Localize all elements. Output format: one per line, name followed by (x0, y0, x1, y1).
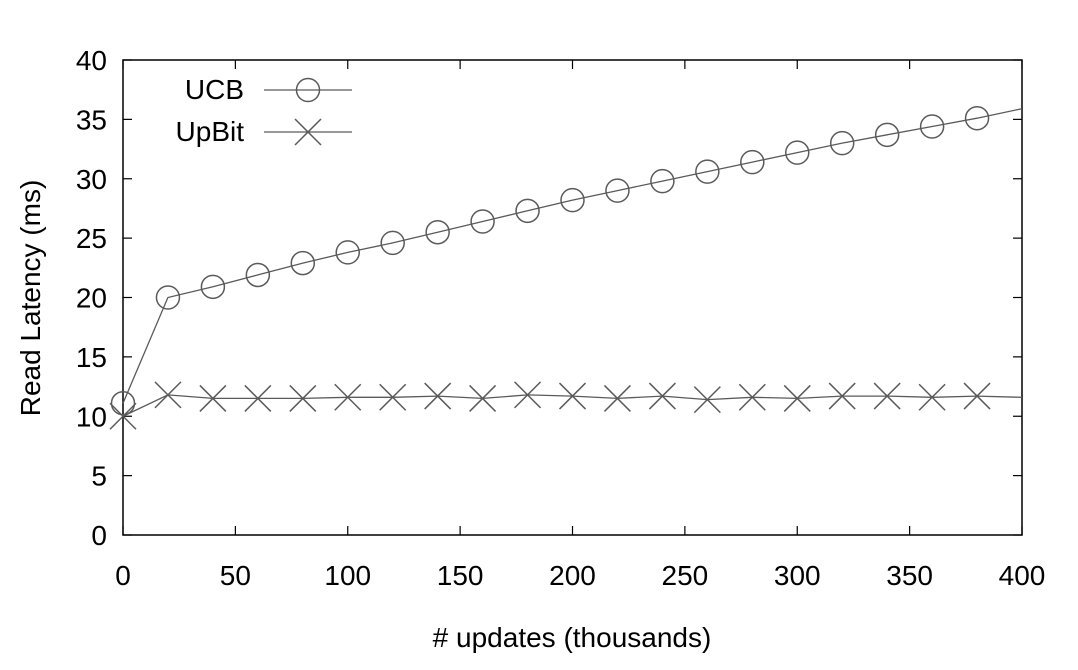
data-point-upbit (289, 384, 317, 412)
data-point-ucb (335, 240, 360, 265)
y-axis-title: Read Latency (ms) (15, 180, 46, 417)
data-point-ucb (560, 187, 585, 213)
legend: UCB UpBit (176, 74, 352, 147)
x-tick-label: 350 (886, 560, 933, 591)
series-layer (109, 105, 1023, 430)
data-point-ucb (829, 130, 855, 156)
data-point-upbit (244, 384, 272, 412)
data-point-ucb (515, 198, 540, 224)
legend-marker-upbit (294, 118, 322, 146)
y-tick-label: 20 (76, 283, 107, 314)
data-point-upbit (199, 384, 227, 412)
data-point-ucb (740, 149, 765, 175)
data-point-upbit (558, 382, 587, 410)
data-point-upbit (334, 383, 362, 411)
x-tick-label: 0 (115, 560, 131, 591)
y-tick-label: 15 (76, 342, 107, 373)
x-tick-label: 250 (662, 560, 709, 591)
y-tick-label: 30 (76, 164, 107, 195)
data-point-upbit (828, 382, 856, 410)
y-tick-label: 0 (91, 520, 107, 551)
data-point-ucb (919, 114, 945, 139)
data-point-ucb (874, 122, 900, 148)
y-tick-label: 35 (76, 104, 107, 135)
data-point-ucb (245, 262, 271, 288)
data-point-upbit (783, 384, 811, 412)
data-point-upbit (469, 384, 497, 412)
data-point-upbit (963, 382, 991, 410)
data-point-upbit (693, 386, 721, 414)
y-tick-label: 25 (76, 223, 107, 254)
data-point-upbit (873, 382, 901, 410)
x-tick-label: 200 (549, 560, 596, 591)
data-point-ucb (290, 250, 316, 276)
x-tick-label: 100 (324, 560, 371, 591)
x-tick-label: 300 (774, 560, 821, 591)
data-point-ucb (695, 159, 720, 184)
data-point-upbit (379, 383, 407, 411)
data-point-upbit (648, 382, 676, 410)
series-line-ucb (122, 108, 1023, 404)
data-point-upbit (424, 382, 452, 410)
legend-marker-ucb (295, 77, 321, 103)
x-axis-title: # updates (thousands) (433, 622, 712, 653)
data-point-upbit (154, 381, 182, 409)
y-tick-label: 10 (76, 401, 107, 432)
data-point-ucb (650, 168, 675, 194)
x-tick-label: 400 (999, 560, 1046, 591)
data-point-ucb (785, 140, 810, 165)
series-upbit (109, 381, 1023, 430)
data-point-ucb (380, 230, 405, 256)
data-point-upbit (109, 402, 137, 430)
series-ucb (110, 105, 1023, 416)
data-point-upbit (738, 383, 766, 411)
data-point-ucb (605, 178, 630, 203)
ticks-layer: 0 50 100 150 200 250 300 350 400 0 5 10 15 20 25 30 35 40 (76, 45, 1046, 591)
data-point-ucb (470, 209, 495, 234)
data-point-upbit (603, 384, 631, 412)
data-point-ucb (425, 219, 450, 245)
x-tick-label: 150 (437, 560, 484, 591)
data-point-ucb (200, 274, 226, 300)
y-tick-label: 40 (76, 45, 107, 76)
legend-label-ucb: UCB (185, 74, 244, 105)
data-point-ucb (110, 390, 136, 416)
plot-frame (122, 59, 1023, 536)
data-point-ucb (155, 285, 181, 310)
x-tick-label: 50 (220, 560, 251, 591)
legend-label-upbit: UpBit (176, 116, 245, 147)
data-point-upbit (514, 381, 542, 409)
data-point-ucb (964, 105, 990, 131)
data-point-upbit (918, 383, 946, 411)
y-tick-label: 5 (91, 461, 107, 492)
